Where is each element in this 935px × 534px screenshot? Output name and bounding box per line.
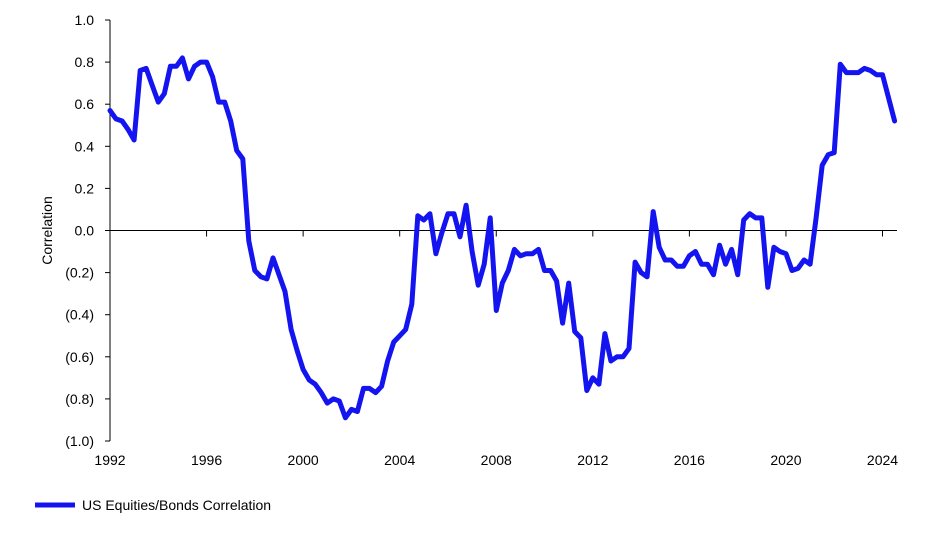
x-tick-label: 2024 [867,452,898,468]
series-line-us-equities-bonds-correlation [107,55,898,421]
x-tick-label: 2020 [770,452,801,468]
y-tick-label: 0.0 [75,223,95,239]
y-tick-label: 1.0 [75,12,95,28]
x-tick-label: 1996 [191,452,222,468]
x-axis-ticks: 1992 1996 2000 2004 2008 2012 2016 2020 2024 [94,230,898,468]
y-tick-label: (0.6) [65,349,94,365]
x-tick-label: 2004 [384,452,415,468]
y-tick-label: 0.4 [75,138,95,154]
x-tick-label: 2000 [288,452,319,468]
y-tick-label: 0.8 [75,54,95,70]
y-axis-title: Correlation [39,196,55,264]
legend-label: US Equities/Bonds Correlation [82,497,271,513]
y-tick-label: 0.2 [75,180,95,196]
x-tick-label: 1992 [94,452,125,468]
x-tick-label: 2016 [674,452,705,468]
legend: US Equities/Bonds Correlation [35,497,271,513]
y-tick-label: (0.8) [65,391,94,407]
y-tick-label: (1.0) [65,433,94,449]
x-tick-label: 2012 [577,452,608,468]
x-tick-label: 2008 [481,452,512,468]
y-tick-label: 0.6 [75,96,95,112]
y-tick-label: (0.4) [65,307,94,323]
y-axis-ticks: 1.0 0.8 0.6 0.4 0.2 0.0 (0.2) (0.4) (0.6) (0.8) (1… [65,12,110,449]
y-tick-label: (0.2) [65,265,94,281]
